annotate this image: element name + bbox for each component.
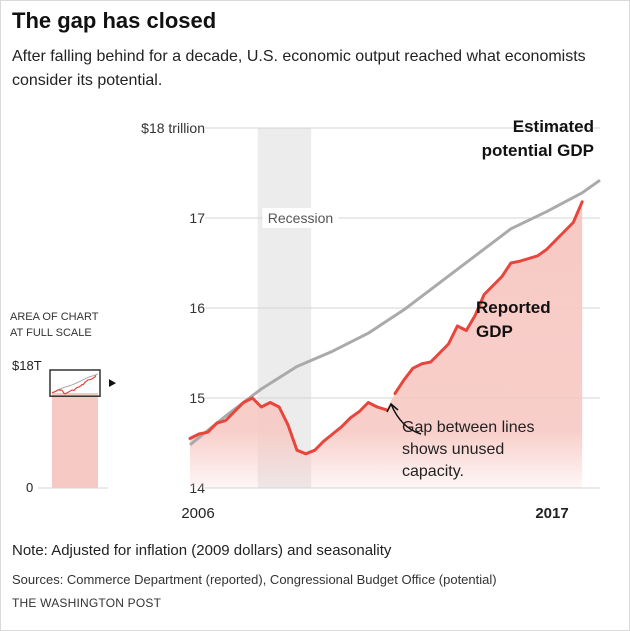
potential-gdp-label: Estimated potential GDP [482, 117, 594, 160]
inset-area [52, 392, 98, 488]
chart-title: The gap has closed [12, 8, 217, 33]
potential-gdp-label-line: Estimated [513, 117, 594, 136]
inset-pointer-icon [109, 379, 116, 388]
publisher-credit: THE WASHINGTON POST [12, 596, 162, 610]
annotation-text-line: capacity. [402, 463, 464, 480]
x-tick-label: 2006 [181, 505, 214, 522]
recession-label-bg [262, 208, 339, 228]
chart-note: Note: Adjusted for inflation (2009 dolla… [12, 542, 392, 559]
recession-label: Recession [268, 210, 333, 226]
inset-title-line: AT FULL SCALE [10, 327, 92, 339]
inset-title: AREA OF CHART AT FULL SCALE [10, 311, 99, 339]
reported-gdp-label-line: Reported [476, 298, 551, 317]
y-tick-label: 16 [189, 300, 205, 316]
potential-gdp-line [189, 178, 601, 446]
potential-gdp-label-line: potential GDP [482, 141, 594, 160]
inset-title-line: AREA OF CHART [10, 311, 99, 323]
reported-gdp-area [190, 201, 583, 489]
annotation-text: Gap between lines shows unused capacity. [402, 419, 535, 480]
annotation-text-line: shows unused [402, 441, 504, 458]
y-tick-label: $18 trillion [141, 120, 205, 136]
reported-gdp-line [188, 396, 388, 456]
inset-bottom-label: 0 [26, 480, 33, 495]
reported-gdp-line [393, 200, 584, 395]
chart-sources: Sources: Commerce Department (reported),… [12, 572, 497, 587]
inset-reported-line [51, 375, 97, 395]
inset-top-label: $18T [12, 358, 42, 373]
y-tick-label: 15 [189, 390, 205, 406]
annotation-text-line: Gap between lines [402, 419, 535, 436]
chart-subtitle: After falling behind for a decade, U.S. … [12, 48, 586, 89]
y-tick-label: 17 [189, 210, 205, 226]
inset-zoom-box [49, 369, 101, 397]
x-tick-label: 2017 [535, 505, 568, 522]
annotation-arrow [390, 403, 422, 435]
reported-gdp-label-line: GDP [476, 322, 513, 341]
annotation-arrowhead [386, 402, 399, 413]
inset-potential-line [51, 373, 99, 394]
reported-gdp-label: Reported GDP [476, 298, 551, 341]
